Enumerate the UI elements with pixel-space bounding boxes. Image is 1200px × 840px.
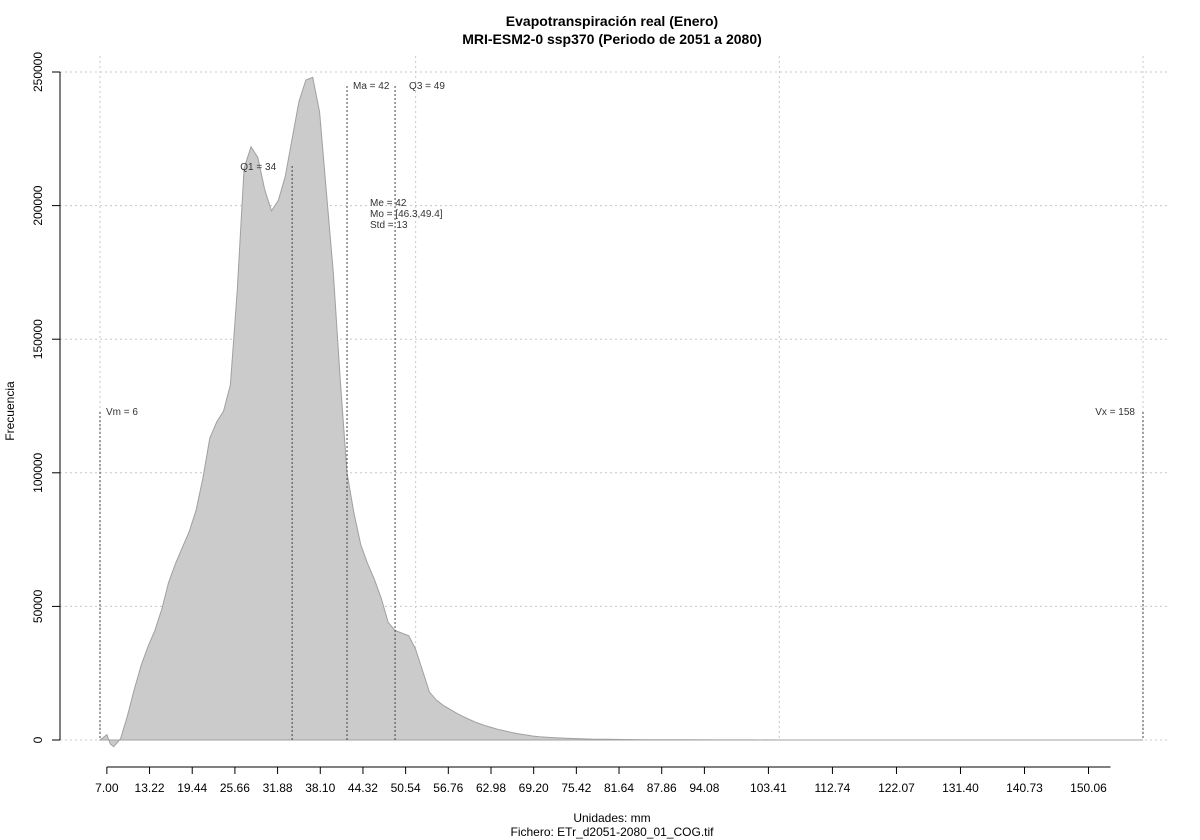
std-label: Std = 13: [370, 220, 408, 231]
x-tick-label: 94.08: [689, 781, 719, 795]
x-tick-label: 103.41: [750, 781, 787, 795]
x-tick-label: 38.10: [305, 781, 335, 795]
vx-label: Vx = 158: [1095, 407, 1135, 418]
x-tick-label: 122.07: [878, 781, 915, 795]
density-area: [98, 76, 1143, 748]
x-tick-label: 75.42: [561, 781, 591, 795]
x-tick-label: 31.88: [263, 781, 293, 795]
y-tick-label: 100000: [31, 452, 45, 492]
y-tick-label: 50000: [31, 589, 45, 623]
mode-label: Mo = [46.3,49.4]: [370, 209, 443, 220]
stat-markers: Vm = 6 Q1 = 34 Ma = 42 Q3 = 49 Vx = 158 Me = …: [99, 81, 1144, 740]
density-area-group: [98, 76, 1143, 748]
x-tick-label: 13.22: [135, 781, 165, 795]
x-tick-label: 62.98: [476, 781, 506, 795]
y-tick-label: 200000: [31, 185, 45, 225]
axes: 0 50000 100000 150000 200000 250000 7.00 13.22 1…: [31, 52, 1111, 795]
x-tick-label: 44.32: [348, 781, 378, 795]
q1-label: Q1 = 34: [240, 162, 276, 173]
x-tick-label: 7.00: [95, 781, 119, 795]
x-tick-label: 69.20: [519, 781, 549, 795]
y-tick-label: 250000: [31, 52, 45, 92]
chart-title: Evapotranspiración real (Enero): [506, 13, 718, 29]
median-label: Me = 42: [370, 198, 407, 209]
q3-label: Q3 = 49: [409, 81, 445, 92]
x-tick-label: 50.54: [391, 781, 421, 795]
x-tick-label: 140.73: [1006, 781, 1043, 795]
x-tick-label: 56.76: [433, 781, 463, 795]
x-tick-label: 150.06: [1070, 781, 1107, 795]
x-tick-label: 112.74: [815, 781, 851, 795]
y-axis-label: Frecuencia: [3, 381, 17, 441]
x-tick-label: 87.86: [647, 781, 677, 795]
y-tick-label: 0: [31, 736, 45, 743]
x-tick-label: 81.64: [604, 781, 634, 795]
x-tick-label: 25.66: [220, 781, 250, 795]
ma-label: Ma = 42: [353, 81, 390, 92]
x-axis-label: Unidades: mm: [573, 811, 650, 825]
chart-subtitle: MRI-ESM2-0 ssp370 (Periodo de 2051 a 208…: [462, 31, 762, 47]
vm-label: Vm = 6: [106, 407, 138, 418]
x-tick-label: 131.40: [942, 781, 979, 795]
y-tick-label: 150000: [31, 319, 45, 359]
file-caption: Fichero: ETr_d2051-2080_01_COG.tif: [511, 825, 715, 839]
x-tick-label: 19.44: [177, 781, 207, 795]
